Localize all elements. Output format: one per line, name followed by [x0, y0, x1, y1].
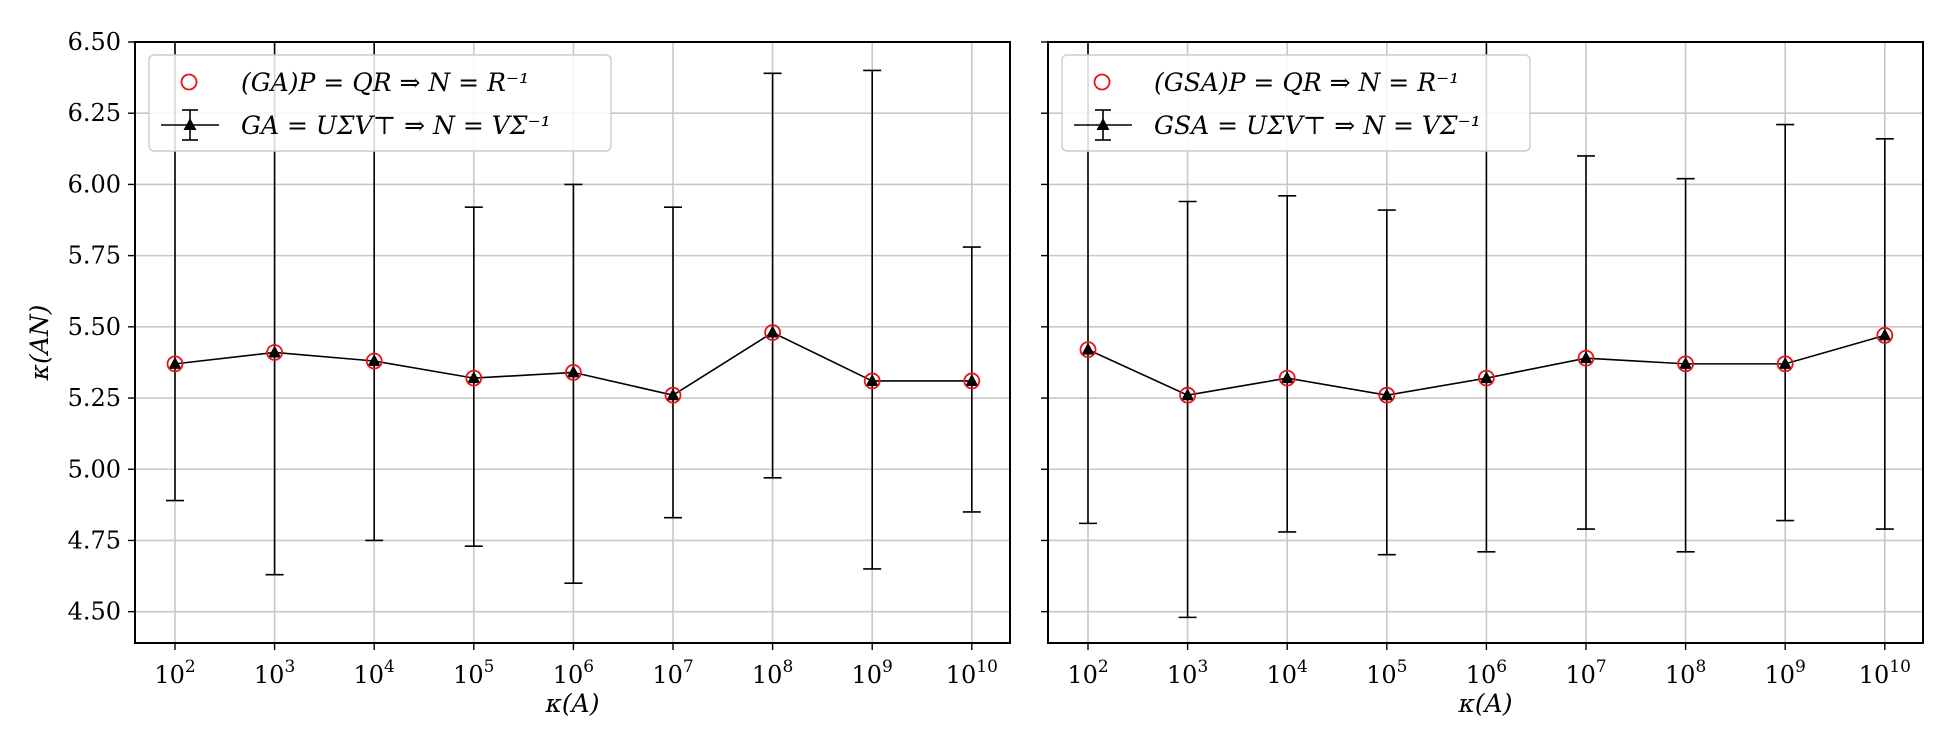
triangle-point: [1579, 351, 1593, 364]
triangle-point: [1181, 388, 1195, 401]
circle-point: [1179, 386, 1196, 404]
y-tick-label: 5.25: [68, 384, 121, 412]
x-tick-label: 106: [1466, 657, 1507, 689]
y-tick-label: 6.25: [68, 99, 121, 127]
circle-point: [1776, 355, 1794, 373]
triangle-point: [467, 371, 481, 384]
circle-point: [465, 369, 483, 387]
left-panel: 4.50 4.75 5.00 5.25 5.50 5.75 6.00 6.25 6.50 102 1…: [25, 28, 1011, 718]
triangle-point: [168, 356, 182, 369]
triangle-point: [1679, 356, 1693, 369]
y-axis-label: κ(AN): [25, 305, 54, 382]
x-axis-label: κ(A): [545, 689, 600, 718]
legend-label: GSA = UΣV⊤ ⇒ N = VΣ⁻¹: [1154, 111, 1481, 140]
axes-frame: [134, 41, 1011, 644]
triangle-point: [1380, 388, 1394, 401]
legend-circle-marker: [1093, 73, 1111, 91]
x-tick-label: 107: [1565, 657, 1606, 689]
legend-triangle-marker: [1096, 118, 1110, 130]
x-tick-label: 103: [1167, 657, 1208, 689]
legend-label: GA = UΣV⊤ ⇒ N = VΣ⁻¹: [241, 111, 551, 140]
triangle-point: [1778, 356, 1792, 369]
y-tick-label: 4.50: [68, 598, 121, 626]
triangle-point: [268, 345, 282, 358]
legend-box: [148, 54, 612, 152]
circle-point: [1378, 386, 1396, 404]
x-tick-label: 108: [1665, 657, 1706, 689]
legend-circle-marker: [180, 73, 198, 91]
right-panel: 102 103 104 105 106 107 108 109 1010 κ(A) (GSA)P =…: [1041, 41, 1924, 718]
legend-label: (GSA)P = QR ⇒ N = R⁻¹: [1154, 68, 1459, 97]
triangle-point: [1081, 342, 1095, 355]
circle-point: [1278, 369, 1296, 387]
x-tick-label: 104: [354, 657, 395, 689]
axes-frame: [1047, 41, 1924, 644]
x-axis-label: κ(A): [1458, 689, 1513, 718]
y-tick-label: 5.75: [68, 242, 121, 270]
triangle-point: [1280, 371, 1294, 384]
circle-point: [863, 372, 881, 390]
x-tick-label: 105: [1366, 657, 1407, 689]
y-tick-label: 5.00: [68, 455, 121, 483]
circle-point: [266, 344, 284, 361]
triangle-point: [666, 388, 680, 401]
x-tick-label: 1010: [946, 657, 998, 689]
circle-point: [963, 372, 981, 390]
x-tick-label: 103: [254, 657, 295, 689]
circle-point: [1677, 355, 1694, 373]
y-tick-label: 6.50: [68, 28, 121, 56]
triangle-point: [566, 365, 580, 378]
circle-point: [764, 324, 781, 341]
x-tick-label: 104: [1267, 657, 1308, 689]
triangle-point: [965, 373, 979, 386]
x-tick-label: 107: [652, 657, 693, 689]
y-tick-label: 4.75: [68, 526, 121, 554]
circle-point: [1079, 341, 1097, 359]
y-tick-label: 6.00: [68, 170, 121, 198]
circle-point: [166, 355, 184, 373]
circle-point: [1577, 349, 1595, 367]
x-tick-label: 109: [852, 657, 893, 689]
y-tick-label: 5.50: [68, 313, 121, 341]
circle-point: [1876, 326, 1894, 344]
triangle-point: [865, 373, 879, 386]
circle-point: [664, 386, 682, 404]
legend-label: (GA)P = QR ⇒ N = R⁻¹: [241, 68, 529, 97]
triangle-point: [367, 354, 381, 367]
x-tick-label: 102: [1067, 657, 1108, 689]
circle-point: [1478, 369, 1495, 387]
triangle-point: [766, 325, 780, 338]
legend-box: [1061, 54, 1531, 152]
x-tick-label: 105: [453, 657, 494, 689]
circle-point: [365, 352, 383, 370]
x-tick-label: 106: [553, 657, 594, 689]
triangle-point: [1878, 328, 1892, 341]
x-tick-label: 108: [752, 657, 793, 689]
x-tick-label: 102: [154, 657, 195, 689]
x-tick-label: 1010: [1859, 657, 1911, 689]
circle-point: [565, 364, 582, 381]
x-tick-label: 109: [1765, 657, 1806, 689]
legend-triangle-marker: [183, 118, 197, 130]
triangle-point: [1479, 371, 1493, 384]
